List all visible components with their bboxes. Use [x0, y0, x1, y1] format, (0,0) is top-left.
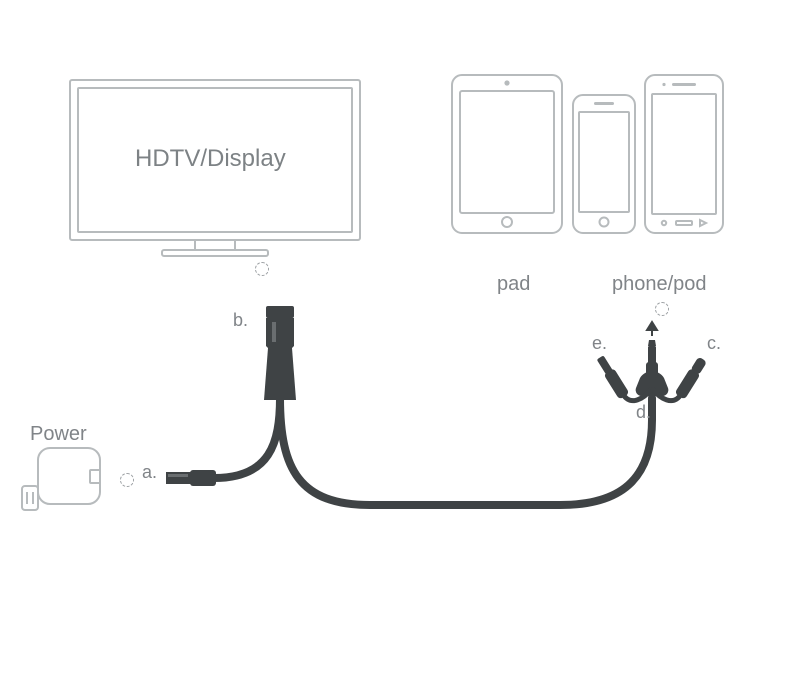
target-circle-display [255, 262, 269, 276]
label-b: b. [233, 310, 248, 331]
multi-connector-icon [595, 322, 708, 408]
pad-label: pad [497, 273, 530, 296]
cable [166, 306, 708, 505]
label-a: a. [142, 462, 157, 483]
power-adapter-icon [22, 448, 100, 510]
phone2-icon [645, 75, 723, 233]
up-arrow-icon [647, 322, 657, 336]
usb-a-plug-icon [166, 470, 216, 486]
label-c: c. [707, 333, 721, 354]
label-e: e. [592, 333, 607, 354]
tablet-icon [452, 75, 562, 233]
hdmi-plug-icon [264, 306, 296, 400]
power-label: Power [30, 423, 87, 446]
phone-label: phone/pod [612, 273, 707, 296]
diagram-svg [0, 0, 800, 680]
target-circle-power [120, 473, 134, 487]
target-circle-phone [655, 302, 669, 316]
display-label: HDTV/Display [135, 145, 286, 173]
phone1-icon [573, 95, 635, 233]
label-d: d. [636, 402, 651, 423]
diagram-stage: HDTV/Display Power pad phone/pod a. b. c… [0, 0, 800, 680]
